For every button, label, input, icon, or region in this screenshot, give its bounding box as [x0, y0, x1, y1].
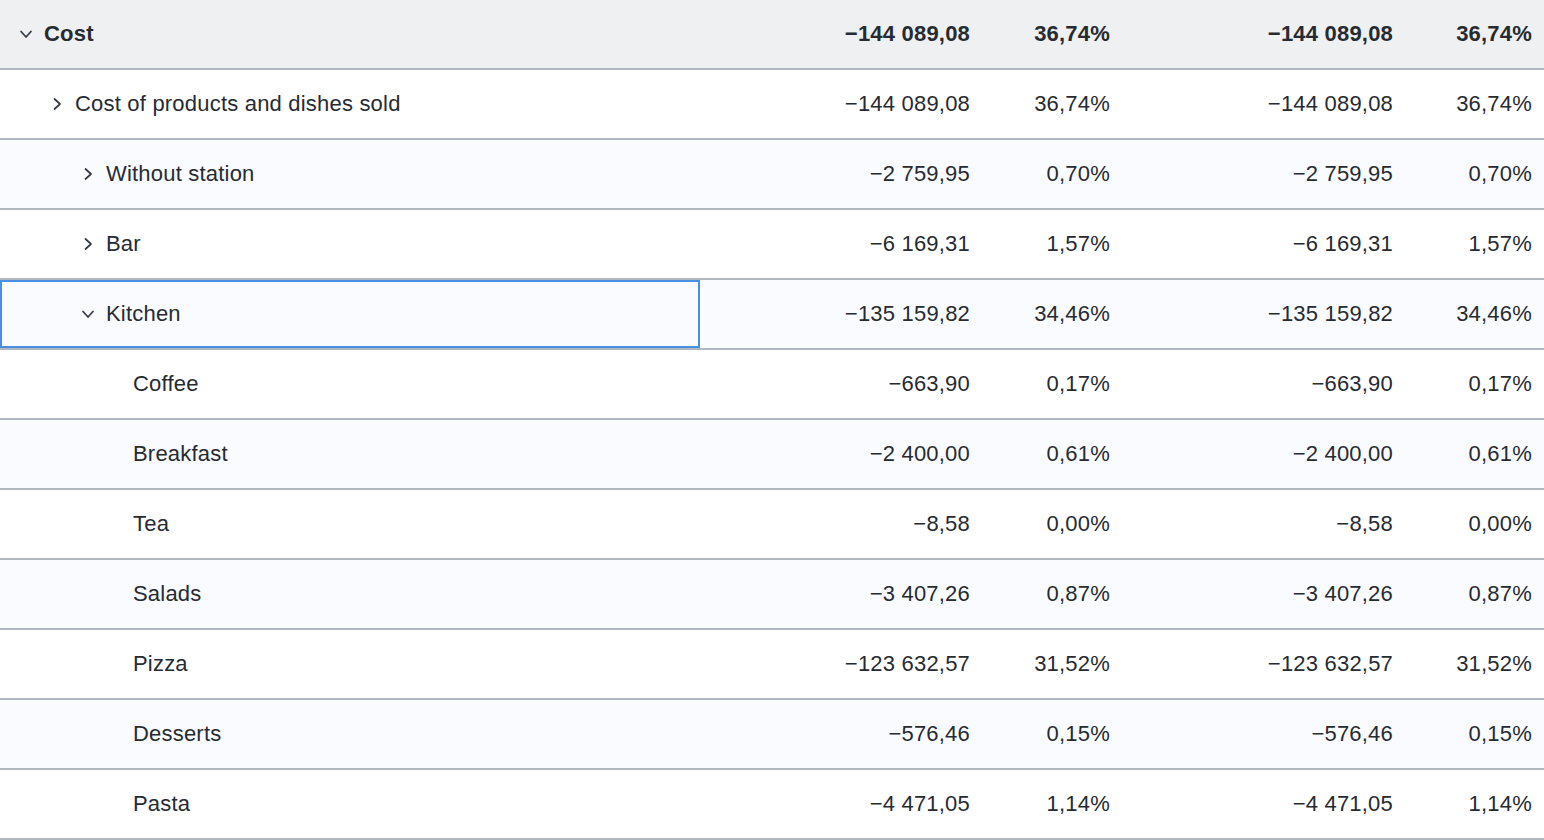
chevron-right-icon[interactable]: [49, 96, 65, 112]
percent-period1-cell[interactable]: 0,87%: [982, 560, 1124, 628]
table-row[interactable]: Desserts −576,46 0,15% −576,46 0,15%: [0, 700, 1544, 770]
chevron-right-icon[interactable]: [80, 236, 96, 252]
amount-period2-cell[interactable]: −144 089,08: [1124, 70, 1407, 138]
percent-period2-cell[interactable]: 0,00%: [1407, 490, 1544, 558]
amount-period1-cell[interactable]: −8,58: [700, 490, 982, 558]
row-label: Cost of products and dishes sold: [75, 91, 401, 117]
row-name-cell[interactable]: Bar: [0, 210, 700, 278]
table-row[interactable]: Coffee −663,90 0,17% −663,90 0,17%: [0, 350, 1544, 420]
table-row[interactable]: Cost −144 089,08 36,74% −144 089,08 36,7…: [0, 0, 1544, 70]
amount-period1-cell[interactable]: −135 159,82: [700, 280, 982, 348]
row-label: Pasta: [133, 791, 190, 817]
chevron-placeholder: [107, 376, 123, 392]
chevron-placeholder: [107, 726, 123, 742]
percent-period1-cell[interactable]: 0,61%: [982, 420, 1124, 488]
chevron-down-icon[interactable]: [18, 26, 34, 42]
percent-period1-cell[interactable]: 36,74%: [982, 70, 1124, 138]
row-label: Desserts: [133, 721, 221, 747]
percent-period1-cell[interactable]: 0,00%: [982, 490, 1124, 558]
percent-period2-cell[interactable]: 31,52%: [1407, 630, 1544, 698]
amount-period2-cell[interactable]: −4 471,05: [1124, 770, 1407, 838]
percent-period1-cell[interactable]: 0,15%: [982, 700, 1124, 768]
row-name-cell[interactable]: Breakfast: [0, 420, 700, 488]
amount-period1-cell[interactable]: −2 759,95: [700, 140, 982, 208]
percent-period2-cell[interactable]: 0,61%: [1407, 420, 1544, 488]
row-name-cell[interactable]: Salads: [0, 560, 700, 628]
row-name-cell[interactable]: Desserts: [0, 700, 700, 768]
chevron-placeholder: [107, 796, 123, 812]
amount-period1-cell[interactable]: −576,46: [700, 700, 982, 768]
amount-period2-cell[interactable]: −663,90: [1124, 350, 1407, 418]
row-label: Kitchen: [106, 301, 181, 327]
table-row[interactable]: Bar −6 169,31 1,57% −6 169,31 1,57%: [0, 210, 1544, 280]
percent-period2-cell[interactable]: 1,14%: [1407, 770, 1544, 838]
amount-period1-cell[interactable]: −6 169,31: [700, 210, 982, 278]
table-row[interactable]: Without station −2 759,95 0,70% −2 759,9…: [0, 140, 1544, 210]
percent-period2-cell[interactable]: 34,46%: [1407, 280, 1544, 348]
amount-period1-cell[interactable]: −144 089,08: [700, 70, 982, 138]
percent-period2-cell[interactable]: 0,70%: [1407, 140, 1544, 208]
chevron-placeholder: [107, 656, 123, 672]
row-label: Tea: [133, 511, 169, 537]
percent-period2-cell[interactable]: 0,17%: [1407, 350, 1544, 418]
amount-period1-cell[interactable]: −4 471,05: [700, 770, 982, 838]
percent-period1-cell[interactable]: 1,57%: [982, 210, 1124, 278]
row-label: Coffee: [133, 371, 199, 397]
row-name-cell[interactable]: Pasta: [0, 770, 700, 838]
amount-period2-cell[interactable]: −135 159,82: [1124, 280, 1407, 348]
row-label: Bar: [106, 231, 141, 257]
chevron-placeholder: [107, 446, 123, 462]
percent-period1-cell[interactable]: 31,52%: [982, 630, 1124, 698]
amount-period2-cell[interactable]: −123 632,57: [1124, 630, 1407, 698]
cost-report-table: Cost −144 089,08 36,74% −144 089,08 36,7…: [0, 0, 1544, 840]
chevron-down-icon[interactable]: [80, 306, 96, 322]
row-name-cell[interactable]: Pizza: [0, 630, 700, 698]
percent-period1-cell[interactable]: 36,74%: [982, 0, 1124, 68]
percent-period2-cell[interactable]: 36,74%: [1407, 0, 1544, 68]
row-name-cell[interactable]: Without station: [0, 140, 700, 208]
chevron-placeholder: [107, 516, 123, 532]
amount-period1-cell[interactable]: −123 632,57: [700, 630, 982, 698]
percent-period1-cell[interactable]: 1,14%: [982, 770, 1124, 838]
table-row[interactable]: Kitchen −135 159,82 34,46% −135 159,82 3…: [0, 280, 1544, 350]
table-row[interactable]: Breakfast −2 400,00 0,61% −2 400,00 0,61…: [0, 420, 1544, 490]
amount-period1-cell[interactable]: −144 089,08: [700, 0, 982, 68]
amount-period1-cell[interactable]: −2 400,00: [700, 420, 982, 488]
chevron-right-icon[interactable]: [80, 166, 96, 182]
row-label: Salads: [133, 581, 201, 607]
amount-period2-cell[interactable]: −2 759,95: [1124, 140, 1407, 208]
table-row[interactable]: Tea −8,58 0,00% −8,58 0,00%: [0, 490, 1544, 560]
table-row[interactable]: Pasta −4 471,05 1,14% −4 471,05 1,14%: [0, 770, 1544, 840]
row-name-cell[interactable]: Cost of products and dishes sold: [0, 70, 700, 138]
row-label: Without station: [106, 161, 255, 187]
row-name-cell[interactable]: Kitchen: [0, 280, 700, 348]
percent-period1-cell[interactable]: 0,17%: [982, 350, 1124, 418]
amount-period2-cell[interactable]: −3 407,26: [1124, 560, 1407, 628]
row-name-cell[interactable]: Coffee: [0, 350, 700, 418]
amount-period1-cell[interactable]: −3 407,26: [700, 560, 982, 628]
row-name-cell[interactable]: Tea: [0, 490, 700, 558]
percent-period2-cell[interactable]: 0,87%: [1407, 560, 1544, 628]
amount-period2-cell[interactable]: −6 169,31: [1124, 210, 1407, 278]
amount-period2-cell[interactable]: −2 400,00: [1124, 420, 1407, 488]
row-label: Breakfast: [133, 441, 228, 467]
row-label: Pizza: [133, 651, 188, 677]
row-label: Cost: [44, 21, 94, 47]
amount-period1-cell[interactable]: −663,90: [700, 350, 982, 418]
percent-period2-cell[interactable]: 1,57%: [1407, 210, 1544, 278]
amount-period2-cell[interactable]: −576,46: [1124, 700, 1407, 768]
percent-period2-cell[interactable]: 36,74%: [1407, 70, 1544, 138]
percent-period1-cell[interactable]: 0,70%: [982, 140, 1124, 208]
table-row[interactable]: Cost of products and dishes sold −144 08…: [0, 70, 1544, 140]
percent-period2-cell[interactable]: 0,15%: [1407, 700, 1544, 768]
percent-period1-cell[interactable]: 34,46%: [982, 280, 1124, 348]
table-row[interactable]: Pizza −123 632,57 31,52% −123 632,57 31,…: [0, 630, 1544, 700]
chevron-placeholder: [107, 586, 123, 602]
amount-period2-cell[interactable]: −144 089,08: [1124, 0, 1407, 68]
amount-period2-cell[interactable]: −8,58: [1124, 490, 1407, 558]
table-row[interactable]: Salads −3 407,26 0,87% −3 407,26 0,87%: [0, 560, 1544, 630]
row-name-cell[interactable]: Cost: [0, 0, 700, 68]
